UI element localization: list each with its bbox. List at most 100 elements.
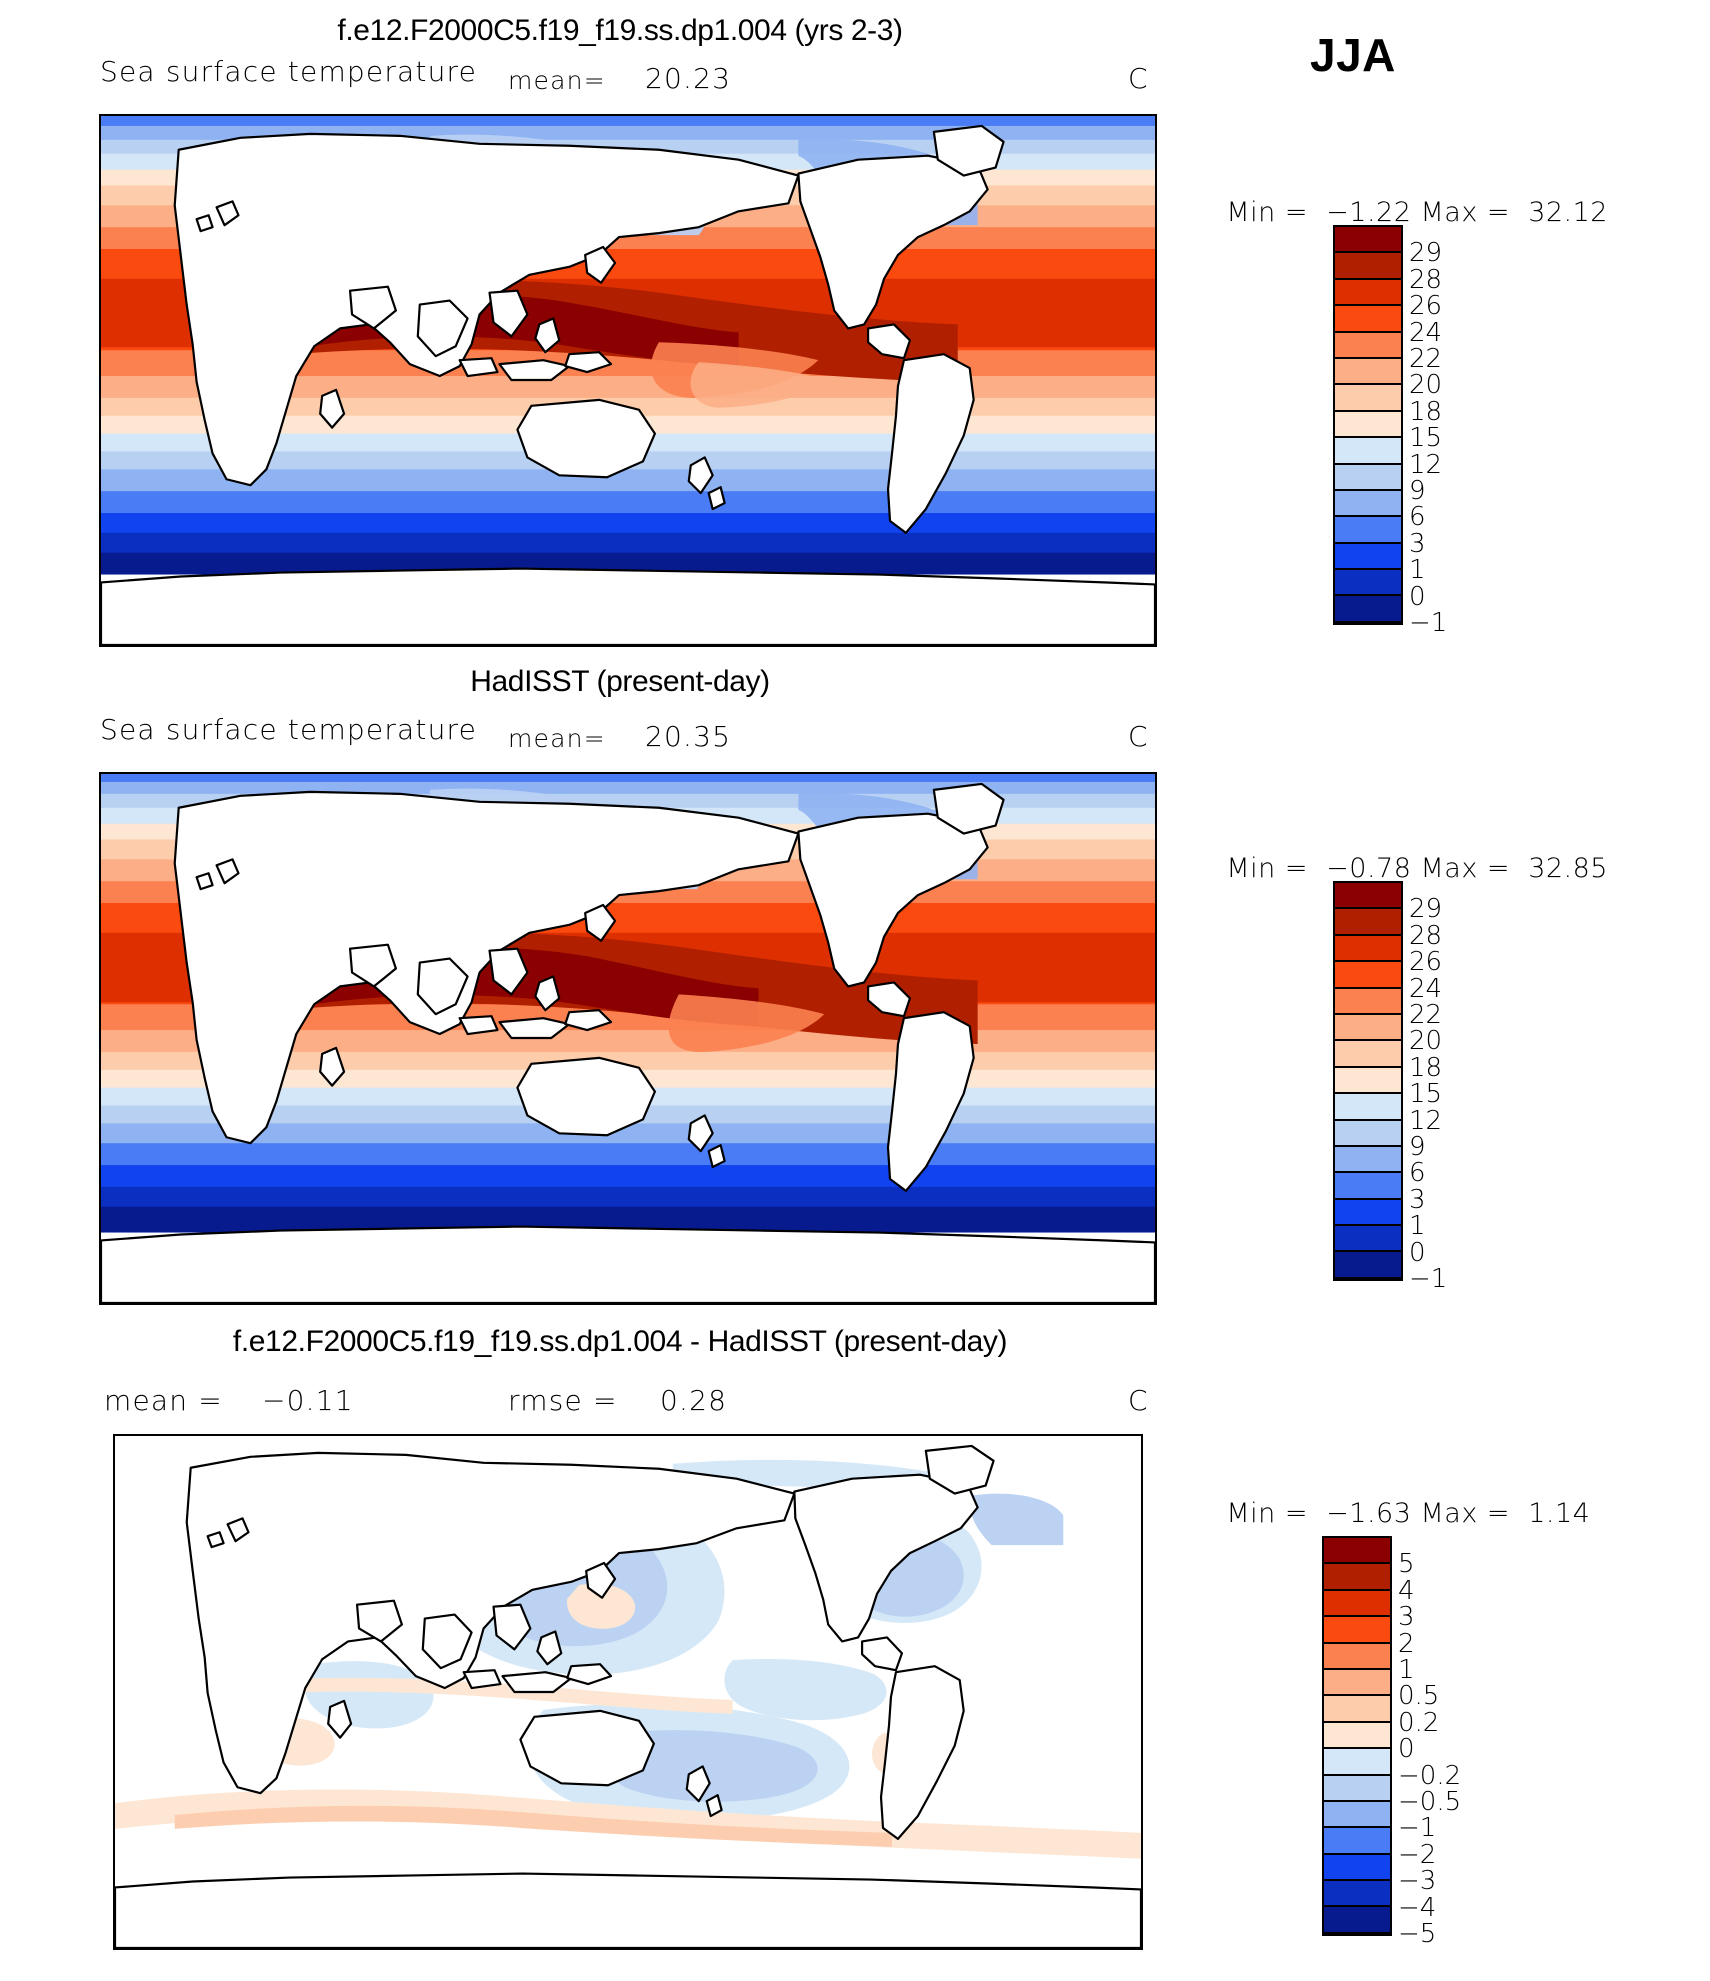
map-model[interactable] (99, 114, 1157, 647)
colorbar-cell (1324, 1881, 1390, 1908)
map-diff[interactable] (113, 1434, 1143, 1950)
panel-model-min-label: Min = (1226, 197, 1308, 228)
panel-obs-units: C (1128, 720, 1148, 753)
colorbar-tick-label: 20 (1409, 370, 1443, 401)
colorbar-tick-label: −5 (1398, 1919, 1437, 1949)
colorbar-cell (1324, 1590, 1390, 1618)
colorbar-cell (1324, 1828, 1390, 1855)
panel-diff-title: f.e12.F2000C5.f19_f19.ss.dp1.004 - HadIS… (232, 1325, 1008, 1358)
colorbar-tick-label: 24 (1409, 317, 1443, 348)
panel-model-min-value: −1.22 (1326, 197, 1412, 228)
panel-model-title: f.e12.F2000C5.f19_f19.ss.dp1.004 (yrs 2-… (337, 14, 903, 47)
colorbar-tick-label: 0 (1409, 581, 1426, 612)
colorbar-tick-label: 9 (1409, 476, 1426, 506)
colorbar-cell (1324, 1907, 1390, 1934)
panel-obs-minmax: Min = −0.78 Max = 32.85 (1190, 822, 1608, 915)
colorbar-cell (1335, 1014, 1401, 1042)
colorbar-cell (1335, 1094, 1401, 1121)
colorbar-tick-label: −0.2 (1398, 1760, 1462, 1791)
colorbar-tick-label: 28 (1409, 920, 1443, 951)
panel-model-max-value: 32.12 (1528, 197, 1608, 228)
colorbar-tick-label: 5 (1398, 1549, 1415, 1580)
colorbar-cell (1324, 1801, 1390, 1829)
colorbar-cell (1335, 438, 1401, 465)
panel-diff-minmax: Min = −1.63 Max = 1.14 (1190, 1467, 1590, 1560)
panel-obs-max-value: 32.85 (1528, 853, 1608, 884)
colorbar-tick-label: 29 (1409, 894, 1443, 925)
panel-diff-mean-label: mean = (104, 1384, 223, 1417)
colorbar-diff[interactable]: 5 4 3 2 1 0.5 0.2 0 −0.2 −0.5 −1 −2 −3 −4 −5 (1322, 1536, 1461, 1949)
colorbar-tick-label: 3 (1409, 528, 1426, 559)
colorbar-tick-label: 1 (1409, 1211, 1426, 1242)
colorbar-tick-label: 22 (1409, 344, 1443, 374)
map-obs-canvas (101, 774, 1155, 1303)
panel-diff-max-value: 1.14 (1528, 1498, 1591, 1529)
colorbar-cell (1335, 570, 1401, 597)
colorbar-tick-label: −1 (1398, 1813, 1437, 1844)
panel-obs-min-label: Min = (1226, 853, 1308, 884)
colorbar-tick-label: 18 (1409, 396, 1443, 427)
panel-model-minmax: Min = −1.22 Max = 32.12 (1190, 166, 1608, 259)
panel-model-units: C (1128, 62, 1148, 95)
colorbar-cell (1335, 962, 1401, 989)
colorbar-tick-label: 1 (1409, 555, 1426, 586)
colorbar-cell (1335, 306, 1401, 333)
colorbar-cell (1335, 883, 1401, 910)
colorbar-tick-label: −3 (1398, 1866, 1437, 1897)
colorbar-cell (1335, 1252, 1401, 1279)
panel-obs-title: HadISST (present-day) (470, 665, 770, 698)
colorbar-cell (1335, 1120, 1401, 1147)
colorbar-tick-label: 12 (1409, 1105, 1443, 1136)
colorbar-tick-label: 6 (1409, 502, 1426, 533)
colorbar-tick-label: 15 (1409, 1079, 1443, 1110)
colorbar-cell (1335, 596, 1401, 623)
colorbar-tick-label: 0 (1409, 1237, 1426, 1268)
colorbar-cell (1335, 411, 1401, 439)
colorbar-tick-label: 26 (1409, 291, 1443, 322)
colorbar-tick-label: 3 (1398, 1602, 1415, 1633)
colorbar-cell (1335, 1199, 1401, 1227)
panel-diff-min-value: −1.63 (1326, 1498, 1412, 1529)
colorbar-tick-label: 12 (1409, 449, 1443, 480)
colorbar-cell (1324, 1564, 1390, 1591)
colorbar-cell (1335, 909, 1401, 936)
colorbar-tick-label: −1 (1409, 608, 1448, 638)
colorbar-cell (1335, 490, 1401, 518)
colorbar-tick-label: 24 (1409, 973, 1443, 1004)
colorbar-cell (1335, 1041, 1401, 1068)
colorbar-tick-label: −0.5 (1398, 1787, 1462, 1817)
colorbar-cell (1324, 1538, 1390, 1565)
panel-model-mean-label: mean= (508, 66, 606, 95)
panel-model-mean-value: 20.23 (645, 62, 732, 95)
map-diff-canvas (115, 1436, 1141, 1948)
panel-diff-mean-value: −0.11 (262, 1384, 354, 1417)
panel-diff-units: C (1128, 1384, 1148, 1417)
colorbar-tick-label: 20 (1409, 1026, 1443, 1057)
colorbar-tick-label: −4 (1398, 1892, 1437, 1923)
colorbar-sst-obs[interactable]: 29 28 26 24 22 20 18 15 12 9 6 3 1 0 −1 (1333, 881, 1447, 1294)
colorbar-cell (1335, 1226, 1401, 1253)
colorbar-tick-label: 4 (1398, 1575, 1415, 1606)
colorbar-cell (1335, 988, 1401, 1015)
colorbar-cell (1335, 517, 1401, 544)
colorbar-tick-label: 29 (1409, 238, 1443, 269)
panel-model-variable: Sea surface temperature (100, 55, 478, 88)
map-model-canvas (101, 116, 1155, 645)
colorbar-tick-label: 1 (1398, 1655, 1415, 1685)
panel-diff-max-label: Max = (1420, 1498, 1511, 1529)
panel-obs-mean-label: mean= (508, 724, 606, 753)
colorbar-tick-label: 0.2 (1398, 1707, 1440, 1738)
colorbar-cell (1324, 1643, 1390, 1670)
season-label: JJA (1310, 29, 1396, 81)
colorbar-tick-label: 2 (1398, 1628, 1415, 1659)
colorbar-cell (1324, 1749, 1390, 1776)
colorbar-cell (1335, 253, 1401, 280)
colorbar-cell (1335, 543, 1401, 571)
colorbar-sst-model[interactable]: 29 28 26 24 22 20 18 15 12 9 6 3 1 0 −1 (1333, 225, 1447, 638)
colorbar-tick-label: 6 (1409, 1158, 1426, 1189)
map-obs[interactable] (99, 772, 1157, 1305)
colorbar-cell (1324, 1696, 1390, 1723)
colorbar-cell (1335, 279, 1401, 307)
panel-diff-rmse-label: rmse = (508, 1384, 618, 1417)
panel-obs-max-label: Max = (1420, 853, 1511, 884)
